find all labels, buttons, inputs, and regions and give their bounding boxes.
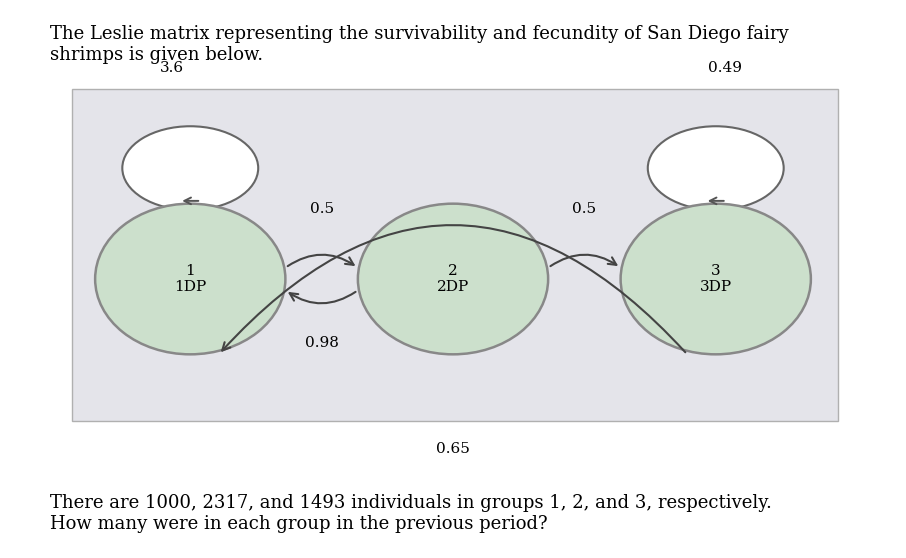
Ellipse shape	[358, 204, 548, 354]
Text: There are 1000, 2317, and 1493 individuals in groups 1, 2, and 3, respectively.
: There are 1000, 2317, and 1493 individua…	[50, 494, 772, 533]
FancyBboxPatch shape	[72, 89, 838, 421]
Text: 3.6: 3.6	[160, 61, 184, 75]
Text: 0.65: 0.65	[436, 442, 470, 456]
Text: 0.5: 0.5	[310, 202, 333, 217]
Circle shape	[648, 126, 784, 210]
Text: 1
1DP: 1 1DP	[174, 264, 207, 294]
Text: The Leslie matrix representing the survivability and fecundity of San Diego fair: The Leslie matrix representing the survi…	[50, 25, 788, 64]
Text: 0.98: 0.98	[304, 336, 339, 350]
Text: 0.49: 0.49	[708, 61, 742, 75]
Ellipse shape	[621, 204, 811, 354]
Text: 0.5: 0.5	[573, 202, 596, 217]
Text: 3
3DP: 3 3DP	[699, 264, 732, 294]
Text: 2
2DP: 2 2DP	[437, 264, 469, 294]
Circle shape	[122, 126, 258, 210]
Ellipse shape	[95, 204, 285, 354]
